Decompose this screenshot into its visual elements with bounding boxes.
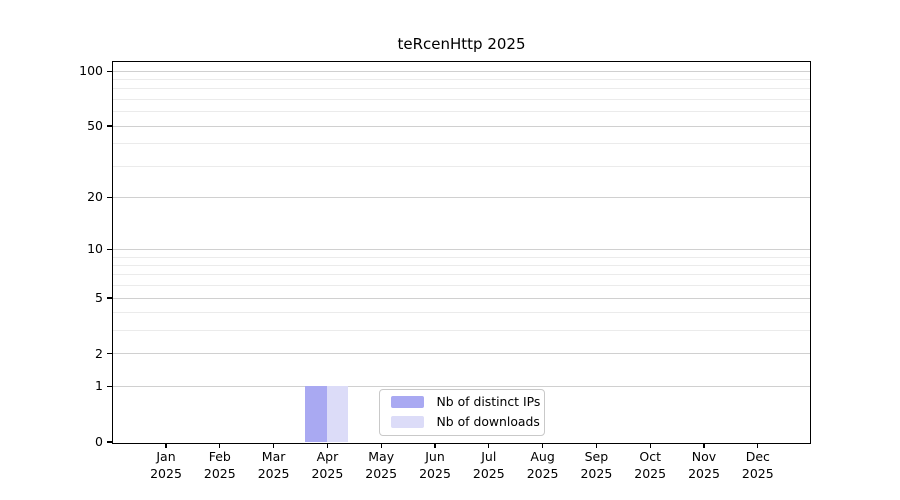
gridline-minor-y-6	[112, 285, 810, 287]
x-tick-label-feb: Feb 2025	[203, 449, 236, 481]
gridline-minor-y-70	[112, 99, 810, 101]
gridline-major-y-100	[112, 70, 810, 72]
legend-item-distinct-ips: Nb of distinct IPs	[390, 395, 540, 409]
gridline-major-y-10	[112, 248, 810, 250]
gridline-major-y-20	[112, 196, 810, 198]
gridline-minor-y-60	[112, 111, 810, 113]
legend-swatch-distinct-ips	[390, 396, 424, 408]
gridline-minor-y-80	[112, 88, 810, 90]
y-tick-label-50: 50	[87, 118, 103, 134]
x-tick-jul	[488, 443, 490, 448]
x-tick-jan	[165, 443, 167, 448]
legend: Nb of distinct IPs Nb of downloads	[378, 388, 545, 436]
x-tick-label-may: May 2025	[365, 449, 398, 481]
x-tick-label-oct: Oct 2025	[634, 449, 667, 481]
gridline-major-y-5	[112, 297, 810, 299]
y-tick-label-5: 5	[95, 290, 103, 306]
gridline-minor-y-8	[112, 264, 810, 266]
x-tick-dec	[757, 443, 759, 448]
plot-area: Nb of distinct IPs Nb of downloads	[111, 60, 811, 444]
x-tick-may	[380, 443, 382, 448]
x-tick-label-sep: Sep 2025	[580, 449, 613, 481]
x-tick-aug	[541, 443, 544, 448]
x-tick-apr	[326, 443, 329, 448]
gridline-minor-y-30	[112, 165, 810, 167]
gridline-major-y-50	[112, 125, 810, 127]
x-tick-feb	[219, 443, 221, 448]
gridline-minor-y-3	[112, 330, 810, 332]
bar-downloads-apr	[326, 385, 349, 443]
y-tick-label-100: 100	[79, 63, 103, 79]
x-tick-sep	[595, 443, 598, 448]
legend-label-downloads: Nb of downloads	[436, 414, 540, 429]
x-tick-label-jun: Jun 2025	[419, 449, 451, 481]
x-tick-label-mar: Mar 2025	[257, 449, 290, 481]
bar-distinct-ips-apr	[305, 385, 327, 443]
gridline-minor-y-40	[112, 143, 810, 145]
x-tick-label-apr: Apr 2025	[311, 449, 344, 481]
x-tick-oct	[649, 443, 651, 448]
x-tick-label-dec: Dec 2025	[741, 449, 774, 481]
gridline-minor-y-90	[112, 79, 810, 81]
legend-swatch-downloads	[390, 416, 424, 428]
gridline-major-y-2	[112, 353, 810, 355]
x-tick-mar	[272, 443, 275, 448]
gridline-major-y-1	[112, 385, 810, 387]
chart-title: teRcenHttp 2025	[397, 35, 526, 53]
x-tick-label-jan: Jan 2025	[150, 449, 182, 481]
x-tick-label-aug: Aug 2025	[526, 449, 559, 481]
gridline-minor-y-9	[112, 256, 810, 258]
legend-item-downloads: Nb of downloads	[390, 415, 540, 429]
x-tick-label-jul: Jul 2025	[472, 449, 505, 481]
y-tick-label-20: 20	[87, 189, 103, 205]
y-tick-label-10: 10	[87, 241, 103, 257]
x-tick-jun	[434, 443, 436, 448]
y-tick-label-0: 0	[95, 434, 103, 449]
x-tick-nov	[703, 443, 705, 448]
legend-label-distinct-ips: Nb of distinct IPs	[436, 394, 541, 409]
gridline-minor-y-7	[112, 274, 810, 276]
x-tick-label-nov: Nov 2025	[688, 449, 720, 481]
y-tick-label-1: 1	[95, 378, 103, 394]
gridline-minor-y-4	[112, 312, 810, 314]
y-tick-label-2: 2	[95, 345, 103, 361]
